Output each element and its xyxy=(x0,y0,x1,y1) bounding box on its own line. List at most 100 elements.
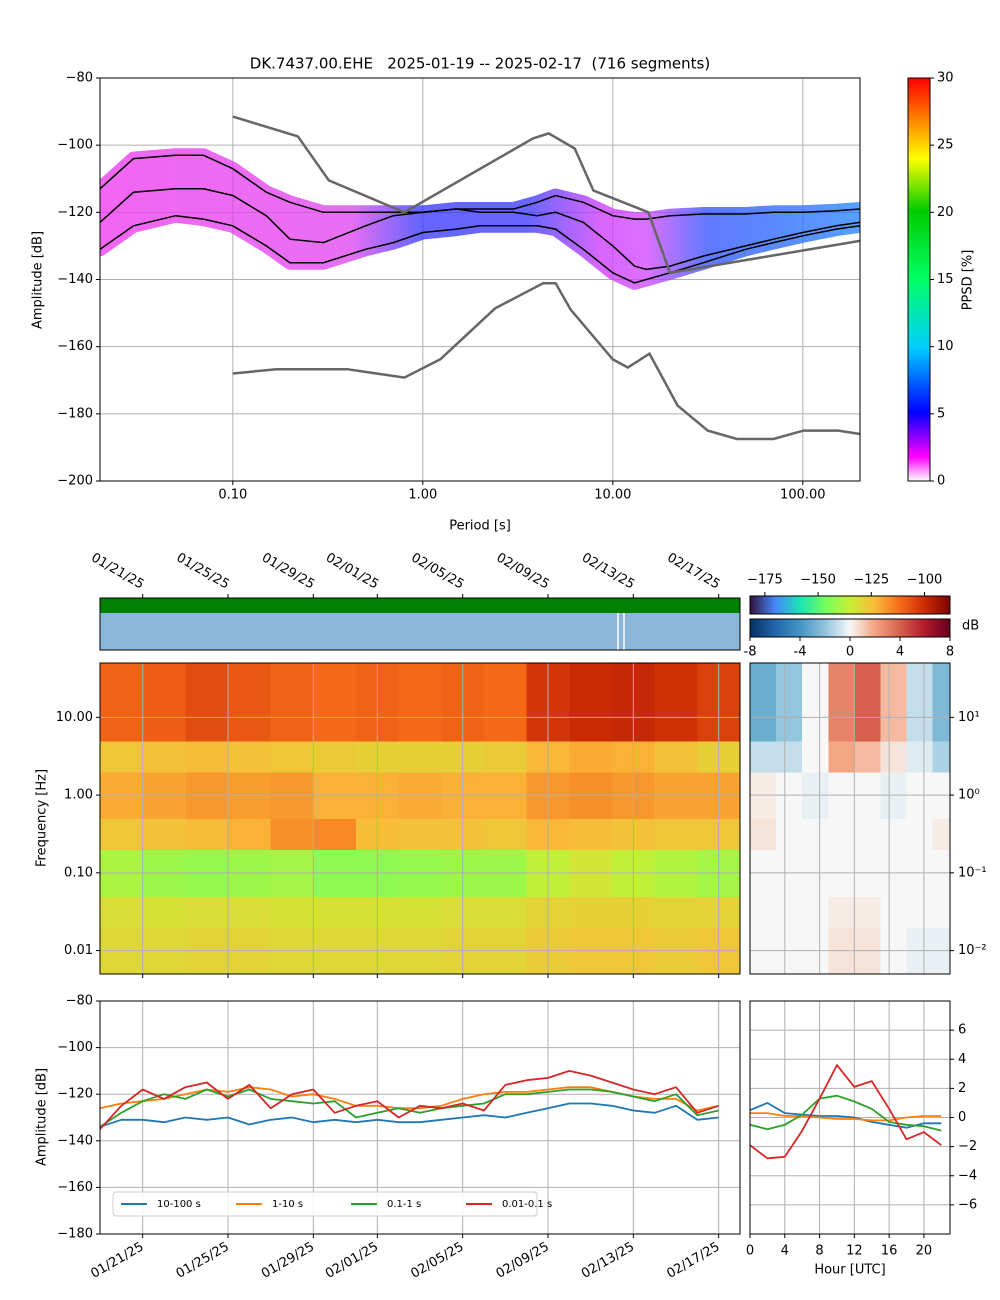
heatmap-cell xyxy=(398,663,442,742)
axes-frame xyxy=(749,1000,951,1235)
y-tick-label: 0 xyxy=(958,1110,966,1125)
colorbar-tick-label: -4 xyxy=(794,645,807,660)
y-tick-label: −160 xyxy=(57,1180,93,1195)
y-tick-label: 10⁻¹ xyxy=(958,865,987,880)
percentile-line xyxy=(100,154,860,220)
heatmap-cell xyxy=(828,896,855,928)
colorbar-tick-label: −150 xyxy=(800,573,836,588)
axes-frame xyxy=(99,662,741,975)
percentile-line xyxy=(100,214,860,284)
y-tick-label: −100 xyxy=(57,1040,93,1055)
y-tick-label: −100 xyxy=(57,138,93,153)
heatmap-cell xyxy=(880,740,908,773)
series-line xyxy=(100,1070,719,1130)
heatmap-cell xyxy=(185,818,229,851)
y-tick-label: 0.10 xyxy=(64,865,93,880)
colorbar-tick-label: 5 xyxy=(937,406,945,421)
x-tick-label: 0 xyxy=(746,1244,754,1259)
heatmap-cell xyxy=(802,663,829,742)
heatmap-cell xyxy=(802,896,829,928)
colorbar-tick-label: −125 xyxy=(853,573,889,588)
heatmap-cell xyxy=(270,896,314,928)
series-line xyxy=(750,1064,942,1160)
colorbar-tick-label: −100 xyxy=(907,573,943,588)
heatmap-cell xyxy=(100,896,144,928)
heatmap-cell xyxy=(569,896,613,928)
heatmap-cell xyxy=(398,740,442,773)
legend-label: 0.1-1 s xyxy=(387,1199,421,1210)
y-tick-label: −80 xyxy=(66,994,93,1009)
heatmap-cell xyxy=(654,663,698,742)
y-tick-label: −120 xyxy=(57,1087,93,1102)
legend: 10-100 s 1-10 s 0.1-1 s 0.01-0.1 s xyxy=(112,1191,552,1217)
x-tick-label: 20 xyxy=(916,1244,933,1259)
heatmap-cell xyxy=(100,663,144,742)
legend-box xyxy=(112,1191,538,1217)
heatmap-cell xyxy=(484,663,528,742)
y-tick-label: 0.01 xyxy=(64,943,93,958)
heatmap-cell xyxy=(776,896,803,928)
x-tick-label: 16 xyxy=(881,1244,898,1259)
y-tick-label: 4 xyxy=(958,1052,966,1067)
heatmap-cell xyxy=(569,818,613,851)
heatmap-cell xyxy=(854,896,882,928)
heatmap-cell xyxy=(932,818,950,851)
y-tick-label: −180 xyxy=(57,1227,93,1242)
heatmap-cell xyxy=(484,896,528,928)
y-tick-label: 10¹ xyxy=(958,710,980,725)
colorbar-tick-label: 15 xyxy=(937,272,954,287)
heatmap-cell xyxy=(906,663,934,742)
coverage-strip xyxy=(99,597,741,651)
series-line xyxy=(750,1094,942,1132)
coverage-bar xyxy=(100,613,740,650)
colorbar-tick-label: 0 xyxy=(846,645,854,660)
y-tick-label: 1.00 xyxy=(64,788,93,803)
y-tick-label: −6 xyxy=(958,1197,977,1212)
x-tick-label: 10.00 xyxy=(594,488,631,503)
heatmap xyxy=(100,663,740,974)
y-tick-label: −140 xyxy=(57,272,93,287)
heatmap-cell xyxy=(313,896,357,928)
plot-area xyxy=(100,115,860,441)
colorbar xyxy=(749,595,951,615)
heatmap-cell xyxy=(100,740,144,773)
y-tick-label: 10⁰ xyxy=(958,788,980,803)
y-axis-label: Amplitude [dB] xyxy=(35,1068,50,1166)
coverage-bar xyxy=(100,598,740,613)
heatmap-cell xyxy=(802,818,829,851)
heatmap-cell xyxy=(185,896,229,928)
heatmap-cell xyxy=(828,740,855,773)
heatmap-cell xyxy=(270,740,314,773)
heatmap-cell xyxy=(932,896,950,928)
y-tick-label: 10⁻² xyxy=(958,943,987,958)
heatmap-cell xyxy=(569,740,613,773)
y-tick-label: 10.00 xyxy=(56,710,93,725)
heatmap-cell xyxy=(906,896,934,928)
heatmap-cell xyxy=(484,740,528,773)
x-tick-label: 4 xyxy=(781,1244,789,1259)
heatmap-cell xyxy=(313,663,357,742)
legend-label: 0.01-0.1 s xyxy=(502,1199,552,1210)
heatmap-cell xyxy=(484,818,528,851)
heatmap-cell xyxy=(880,896,908,928)
colorbar-label: dB xyxy=(962,619,979,634)
heatmap-cell xyxy=(828,663,855,742)
heatmap-cell xyxy=(228,896,272,928)
x-axis-label: Hour [UTC] xyxy=(814,1263,885,1278)
heatmap-cell xyxy=(270,663,314,742)
y-tick-label: 6 xyxy=(958,1023,966,1038)
heatmap-cell xyxy=(854,663,882,742)
colorbar xyxy=(749,618,951,638)
y-axis-label: Amplitude [dB] xyxy=(31,231,46,329)
heatmap-cell xyxy=(228,663,272,742)
heatmap-cell xyxy=(776,740,803,773)
y-tick-label: −180 xyxy=(57,406,93,421)
heatmap-cell xyxy=(313,740,357,773)
percentile-line xyxy=(100,188,860,271)
heatmap-cell xyxy=(654,740,698,773)
y-tick-label: −120 xyxy=(57,205,93,220)
heatmap-cell xyxy=(398,818,442,851)
heatmap-cell xyxy=(228,740,272,773)
y-tick-label: −4 xyxy=(958,1168,977,1183)
colorbar-tick-label: 4 xyxy=(896,645,904,660)
